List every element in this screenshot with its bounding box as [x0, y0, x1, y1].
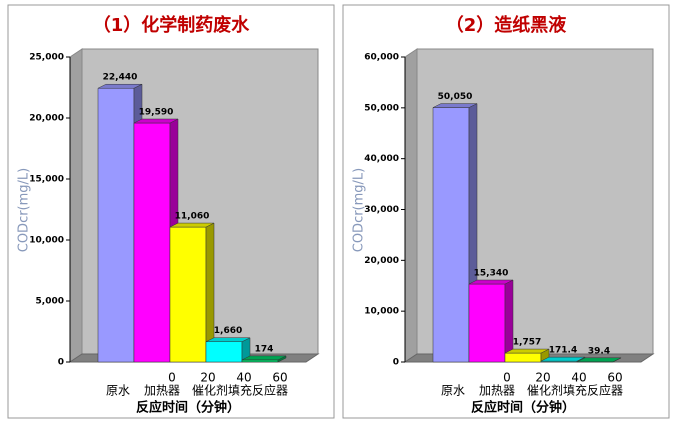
value-label: 50,050: [438, 92, 473, 102]
x-tick-label: 20: [200, 371, 215, 385]
bar-face: [97, 87, 135, 363]
x-group-label: 加热器: [479, 384, 515, 398]
x-axis-label: 反应时间（分钟）: [471, 400, 575, 416]
bar: [241, 355, 287, 363]
y-tick-label: 40,000: [364, 154, 399, 164]
bar-face: [468, 283, 506, 363]
bar-face: [432, 107, 470, 363]
x-group-label: 催化剂填充反应器: [192, 383, 288, 398]
y-tick-label: 5,000: [36, 297, 64, 307]
y-tick-label: 50,000: [364, 103, 399, 113]
x-tick-label: 60: [272, 371, 287, 385]
value-label: 39.4: [588, 346, 610, 356]
y-axis-label: CODcr(mg/L): [17, 168, 32, 253]
y-tick-label: 20,000: [29, 114, 64, 124]
bar-face: [169, 226, 207, 363]
x-axis-label: 反应时间（分钟）: [136, 400, 240, 416]
bar: [576, 357, 622, 363]
value-label: 1,660: [214, 326, 242, 336]
bar-face: [504, 352, 542, 363]
y-tick-label: 60,000: [364, 53, 399, 63]
bar-face: [133, 122, 171, 363]
y-tick-label: 25,000: [29, 53, 64, 63]
bar: [169, 222, 215, 363]
bar-face: [576, 357, 622, 363]
value-label: 22,440: [103, 73, 138, 83]
value-label: 19,590: [139, 108, 174, 118]
bar: [504, 348, 550, 363]
value-label: 171.4: [549, 346, 577, 356]
x-tick-label: 0: [503, 371, 511, 385]
y-axis-label: CODcr(mg/L): [352, 168, 367, 253]
side-wall: [404, 48, 418, 363]
y-tick-label: 0: [393, 358, 399, 368]
y-tick-label: 15,000: [29, 175, 64, 185]
bar: [468, 279, 514, 363]
value-label: 1,757: [513, 338, 541, 348]
x-tick-label: 40: [571, 371, 586, 385]
value-label: 15,340: [474, 269, 509, 279]
bar-face: [504, 348, 550, 354]
value-label: 174: [255, 344, 274, 354]
bar-face: [205, 341, 243, 363]
chart-title: （2）造纸黑液: [446, 14, 568, 36]
bar-face: [540, 356, 586, 362]
x-tick-label: 60: [607, 371, 622, 385]
x-tick-label: 20: [535, 371, 550, 385]
y-tick-label: 10,000: [29, 236, 64, 246]
bar-face: [468, 279, 514, 285]
x-tick-label: 0: [168, 371, 176, 385]
y-tick-label: 0: [58, 358, 64, 368]
bar-face: [241, 355, 287, 361]
y-tick-label: 20,000: [364, 256, 399, 266]
x-group-label: 原水: [106, 384, 130, 398]
bar: [205, 337, 251, 363]
bar-face: [205, 337, 251, 342]
value-label: 11,060: [175, 212, 210, 222]
bar-face: [169, 222, 215, 228]
x-group-label: 原水: [441, 384, 465, 398]
x-group-label: 催化剂填充反应器: [527, 383, 623, 398]
chart-title: （1）化学制药废水: [93, 14, 251, 36]
side-wall: [69, 48, 83, 363]
bar-face: [133, 118, 179, 124]
bar-face: [97, 83, 143, 89]
y-tick-label: 10,000: [364, 307, 399, 317]
x-tick-label: 40: [236, 371, 251, 385]
bar-face: [432, 103, 478, 108]
bar-face: [241, 359, 279, 363]
x-group-label: 加热器: [144, 384, 180, 398]
y-tick-label: 30,000: [364, 205, 399, 215]
